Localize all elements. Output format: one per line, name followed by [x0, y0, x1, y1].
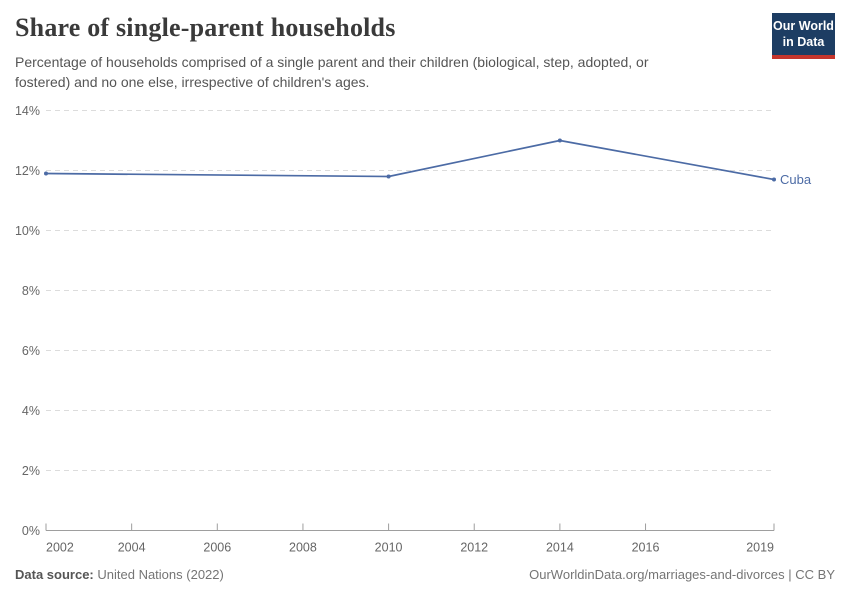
data-point[interactable]	[386, 174, 391, 179]
y-tick-label: 8%	[22, 284, 40, 298]
owid-logo-line2: in Data	[782, 35, 825, 50]
x-tick-label: 2002	[46, 540, 74, 554]
y-tick-label: 10%	[15, 224, 40, 238]
y-tick-label: 6%	[22, 344, 40, 358]
owid-logo[interactable]: Our World in Data	[772, 13, 835, 59]
x-tick-label: 2004	[118, 540, 146, 554]
data-point[interactable]	[44, 171, 48, 176]
owid-logo-line1: Our World	[773, 19, 834, 33]
x-tick-label: 2016	[632, 540, 660, 554]
data-source-value: United Nations (2022)	[97, 567, 224, 582]
data-point[interactable]	[557, 138, 562, 143]
y-tick-label: 4%	[22, 404, 40, 418]
x-tick-label: 2006	[203, 540, 231, 554]
data-source-label: Data source:	[15, 567, 94, 582]
series-line-cuba	[45, 139, 775, 181]
owid-credit-link[interactable]: OurWorldinData.org/marriages-and-divorce…	[529, 567, 835, 582]
chart-footer: Data source: United Nations (2022) OurWo…	[15, 567, 835, 582]
x-tick-label: 2012	[460, 540, 488, 554]
data-source: Data source: United Nations (2022)	[15, 567, 224, 582]
x-tick-label: 2010	[375, 540, 403, 554]
x-tick-label: 2019	[746, 540, 774, 554]
data-point[interactable]	[772, 177, 776, 182]
y-tick-label: 12%	[15, 164, 40, 178]
y-tick-label: 14%	[15, 104, 40, 118]
y-tick-label: 0%	[22, 524, 40, 538]
x-tick-label: 2008	[289, 540, 317, 554]
y-tick-label: 2%	[22, 464, 40, 478]
page-title: Share of single-parent households	[15, 13, 396, 42]
x-tick-label: 2014	[546, 540, 574, 554]
series-end-label[interactable]: Cuba	[780, 172, 812, 187]
chart-subtitle: Percentage of households comprised of a …	[15, 54, 649, 90]
